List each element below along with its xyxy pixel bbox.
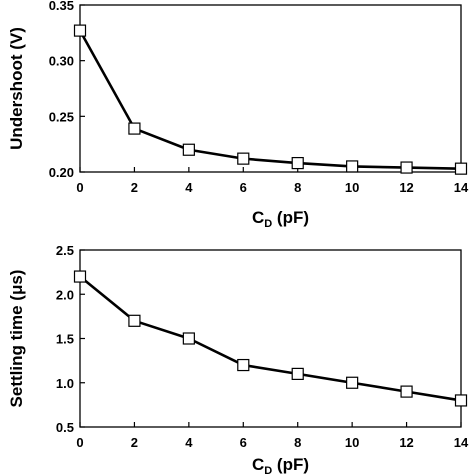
x-tick-label: 14 (454, 435, 469, 450)
x-tick-label: 12 (399, 435, 413, 450)
data-point-marker (291, 156, 304, 170)
y-tick-label: 0.20 (49, 165, 74, 180)
y-axis-label: Settling time (μs) (7, 270, 26, 408)
data-point-marker (73, 270, 87, 283)
data-point-marker (291, 367, 304, 380)
x-axis-label-unit: (pF) (272, 455, 309, 474)
data-point-marker (237, 358, 250, 372)
y-tick-label: 0.30 (49, 54, 74, 69)
x-axis-label-main: C (252, 208, 264, 227)
x-tick-label: 0 (76, 180, 83, 195)
y-tick-label: 2.0 (56, 287, 74, 302)
x-tick-label: 8 (294, 180, 301, 195)
series-line (78, 29, 462, 170)
x-tick-label: 6 (240, 435, 247, 450)
x-axis-label-subscript: D (264, 465, 272, 474)
x-tick-label: 2 (131, 180, 138, 195)
data-point-marker (128, 314, 141, 327)
y-tick-label: 0.5 (56, 420, 74, 435)
x-tick-label: 12 (399, 180, 413, 195)
data-point-marker (182, 143, 195, 156)
x-tick-label: 10 (345, 435, 359, 450)
y-axis-label: Undershoot (V) (7, 27, 26, 150)
plot-frame (79, 249, 462, 428)
x-tick-label: 4 (185, 180, 193, 195)
data-point-marker (73, 24, 87, 37)
data-point-marker (346, 376, 359, 389)
y-tick-label: 0.25 (49, 109, 74, 124)
settling-time-chart: 0 2 4 6 8 10 12 14 0.5 1.0 1.5 2.0 2.5 CD (pF) Settlin… (7, 243, 469, 474)
x-tick-label: 4 (185, 435, 193, 450)
data-point-marker (182, 332, 195, 345)
x-axis-label: CD (pF) (252, 208, 309, 230)
x-axis-label-subscript: D (264, 218, 272, 230)
x-tick-label: 6 (240, 180, 247, 195)
y-tick-label: 0.35 (49, 0, 74, 13)
y-tick-label: 1.0 (56, 376, 74, 391)
x-tick-label: 2 (131, 435, 138, 450)
data-point-marker (237, 152, 250, 165)
x-axis-label-unit: (pF) (272, 208, 309, 227)
data-point-marker (454, 162, 468, 175)
data-point-marker (128, 122, 141, 135)
x-tick-label: 14 (454, 180, 469, 195)
y-tick-label: 1.5 (56, 332, 74, 347)
undershoot-chart: 0 2 4 6 8 10 12 14 0.20 0.25 0.30 0.35 CD (pF) Unders… (7, 0, 469, 230)
plot-frame (79, 4, 462, 173)
x-tick-label: 8 (294, 435, 301, 450)
series-line (79, 275, 462, 402)
data-point-marker (454, 394, 468, 407)
x-axis-label-main: C (252, 455, 264, 474)
data-point-marker (346, 160, 359, 173)
y-tick-label: 2.5 (56, 243, 74, 258)
x-tick-label: 10 (345, 180, 359, 195)
x-axis-label: CD (pF) (252, 455, 309, 474)
x-tick-label: 0 (76, 435, 83, 450)
data-point-marker (400, 161, 413, 174)
data-point-marker (400, 385, 413, 398)
